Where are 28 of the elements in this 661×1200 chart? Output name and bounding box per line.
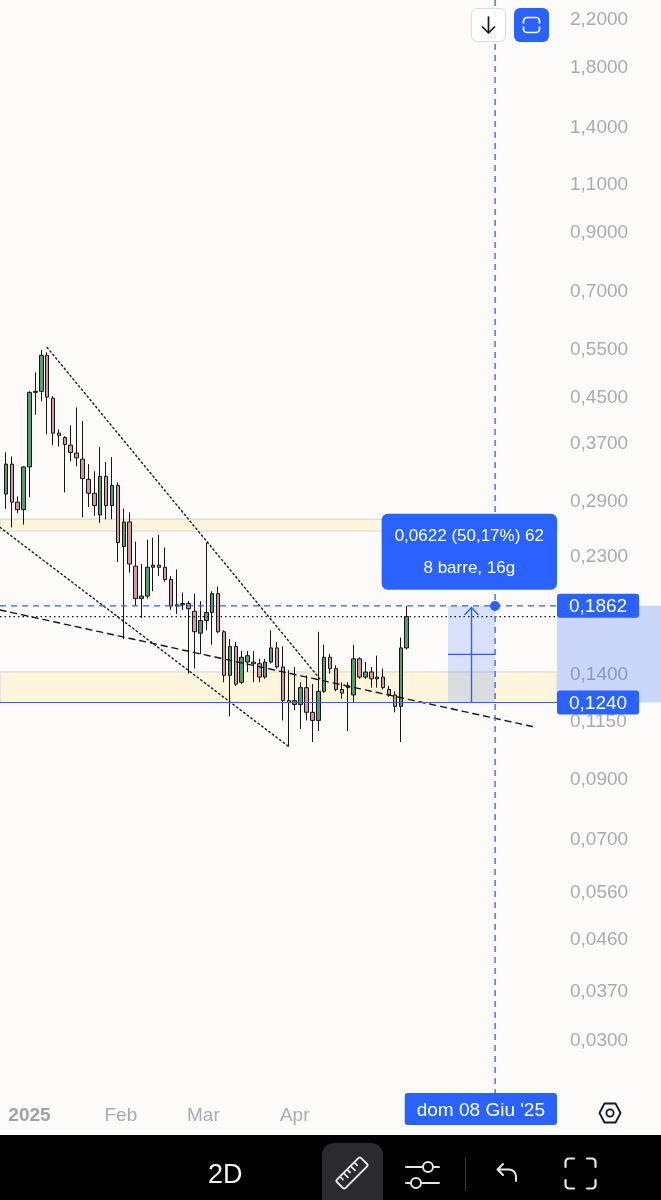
annotation: 8 barre, 16g [423,558,516,578]
y-tick-label: 0,0370 [570,979,629,1001]
ref-line-label: 0,1862 [569,595,628,617]
annotation: 0,0622 (50,17%) 62 [394,526,545,546]
y-tick-label: 0,5500 [570,337,629,359]
ref-line-label: dom 08 Giu '25 [416,1098,545,1120]
y-tick-label: 0,9000 [570,220,629,242]
y-tick-label: 0,1400 [570,663,629,685]
y-tick-label: 0,0300 [570,1029,629,1051]
y-tick-label: 0,2300 [570,545,629,567]
text: 2D [208,1158,243,1190]
y-tick-label: 2,2000 [570,8,629,30]
y-tick-label: 0,7000 [570,280,629,302]
y-tick-label: 0,0560 [570,881,629,903]
y-tick-label: 1,4000 [570,115,629,137]
y-tick-label: 0,3700 [570,432,629,454]
y-tick-label: 0,0900 [570,768,629,790]
ref-line-label: 0,1240 [569,692,628,714]
y-tick-label: 1,8000 [570,55,629,77]
x-tick-label: 2025 [8,1104,52,1125]
y-tick-label: 0,4500 [570,385,629,407]
y-tick-label: 0,0460 [570,927,629,949]
x-tick-label: Feb [104,1104,138,1125]
y-tick-label: 1,1000 [570,173,629,195]
y-tick-label: 0,2900 [570,490,629,512]
x-tick-label: Mar [186,1104,221,1125]
y-tick-label: 0,0700 [570,827,629,849]
x-tick-label: Apr [279,1104,311,1125]
